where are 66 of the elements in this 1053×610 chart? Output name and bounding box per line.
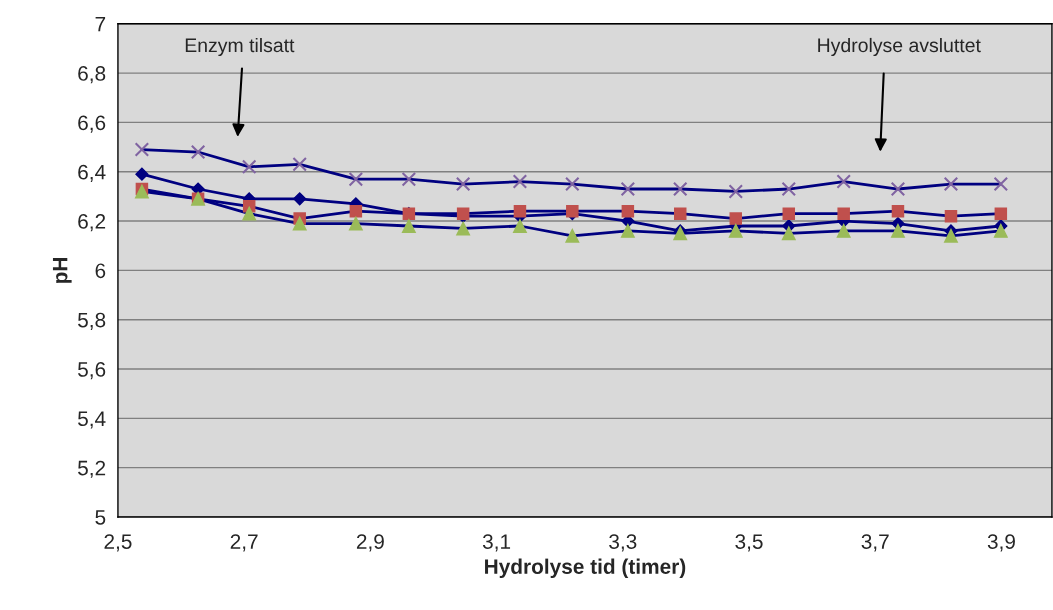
- point: [512, 174, 528, 189]
- y-tick-label: 6,4: [78, 164, 106, 182]
- point: [993, 223, 1008, 238]
- y-tick-label: 5,2: [78, 460, 106, 478]
- point: [512, 219, 527, 233]
- y-tick-label: 5,6: [78, 362, 106, 380]
- y-tick-label: 6,6: [78, 115, 106, 133]
- point: [565, 176, 580, 192]
- y-tick-label: 5: [95, 510, 106, 525]
- y-tick-label: 6,2: [78, 214, 106, 232]
- x-tick-label: 3,7: [861, 534, 889, 552]
- point: [621, 204, 635, 218]
- x-tick-label: 3,5: [735, 534, 763, 552]
- point: [455, 176, 471, 192]
- x-tick-label: 3,3: [609, 534, 637, 552]
- point: [994, 207, 1008, 220]
- point: [781, 181, 797, 197]
- point: [134, 142, 150, 157]
- x-tick-label: 2,5: [104, 534, 132, 552]
- point: [401, 171, 417, 187]
- point: [943, 176, 959, 192]
- point: [292, 216, 307, 231]
- point: [672, 181, 688, 197]
- point: [241, 159, 257, 175]
- point: [135, 167, 149, 181]
- point: [729, 212, 743, 225]
- point: [620, 223, 635, 238]
- y-tick-label: 6,8: [78, 66, 106, 84]
- point: [292, 157, 307, 172]
- annotation: Enzym tilsatt: [185, 37, 295, 57]
- x-tick-label: 3,9: [987, 534, 1015, 552]
- point: [456, 221, 471, 236]
- point: [349, 204, 363, 218]
- point: [837, 207, 850, 220]
- point: [782, 207, 796, 220]
- point: [348, 216, 363, 231]
- point: [401, 219, 416, 233]
- point: [190, 144, 206, 160]
- annotation: Hydrolyse avsluttet: [818, 37, 981, 57]
- point: [993, 176, 1009, 192]
- point: [781, 226, 796, 241]
- point: [565, 228, 580, 243]
- x-axis-title: Hydrolyse tid (timer): [485, 558, 686, 579]
- point: [348, 171, 364, 187]
- point: [944, 228, 958, 243]
- y-tick-label: 5,4: [78, 411, 106, 429]
- x-tick-label: 2,7: [230, 534, 258, 552]
- point: [890, 181, 906, 197]
- y-tick-label: 6: [95, 263, 106, 279]
- x-tick-label: 2,9: [356, 534, 384, 552]
- point: [728, 184, 744, 199]
- point: [242, 206, 257, 221]
- point: [891, 204, 905, 218]
- point: [944, 209, 958, 223]
- point: [836, 223, 851, 238]
- x-tick-label: 3,1: [482, 534, 511, 552]
- point: [513, 204, 527, 218]
- y-tick-label: 5,8: [78, 312, 106, 330]
- y-tick-label: 7: [95, 17, 106, 32]
- point: [620, 181, 636, 197]
- point: [728, 223, 743, 238]
- point: [673, 207, 687, 220]
- point: [891, 223, 905, 238]
- point: [293, 192, 307, 206]
- y-axis-title: pH: [52, 257, 72, 283]
- point: [836, 174, 851, 189]
